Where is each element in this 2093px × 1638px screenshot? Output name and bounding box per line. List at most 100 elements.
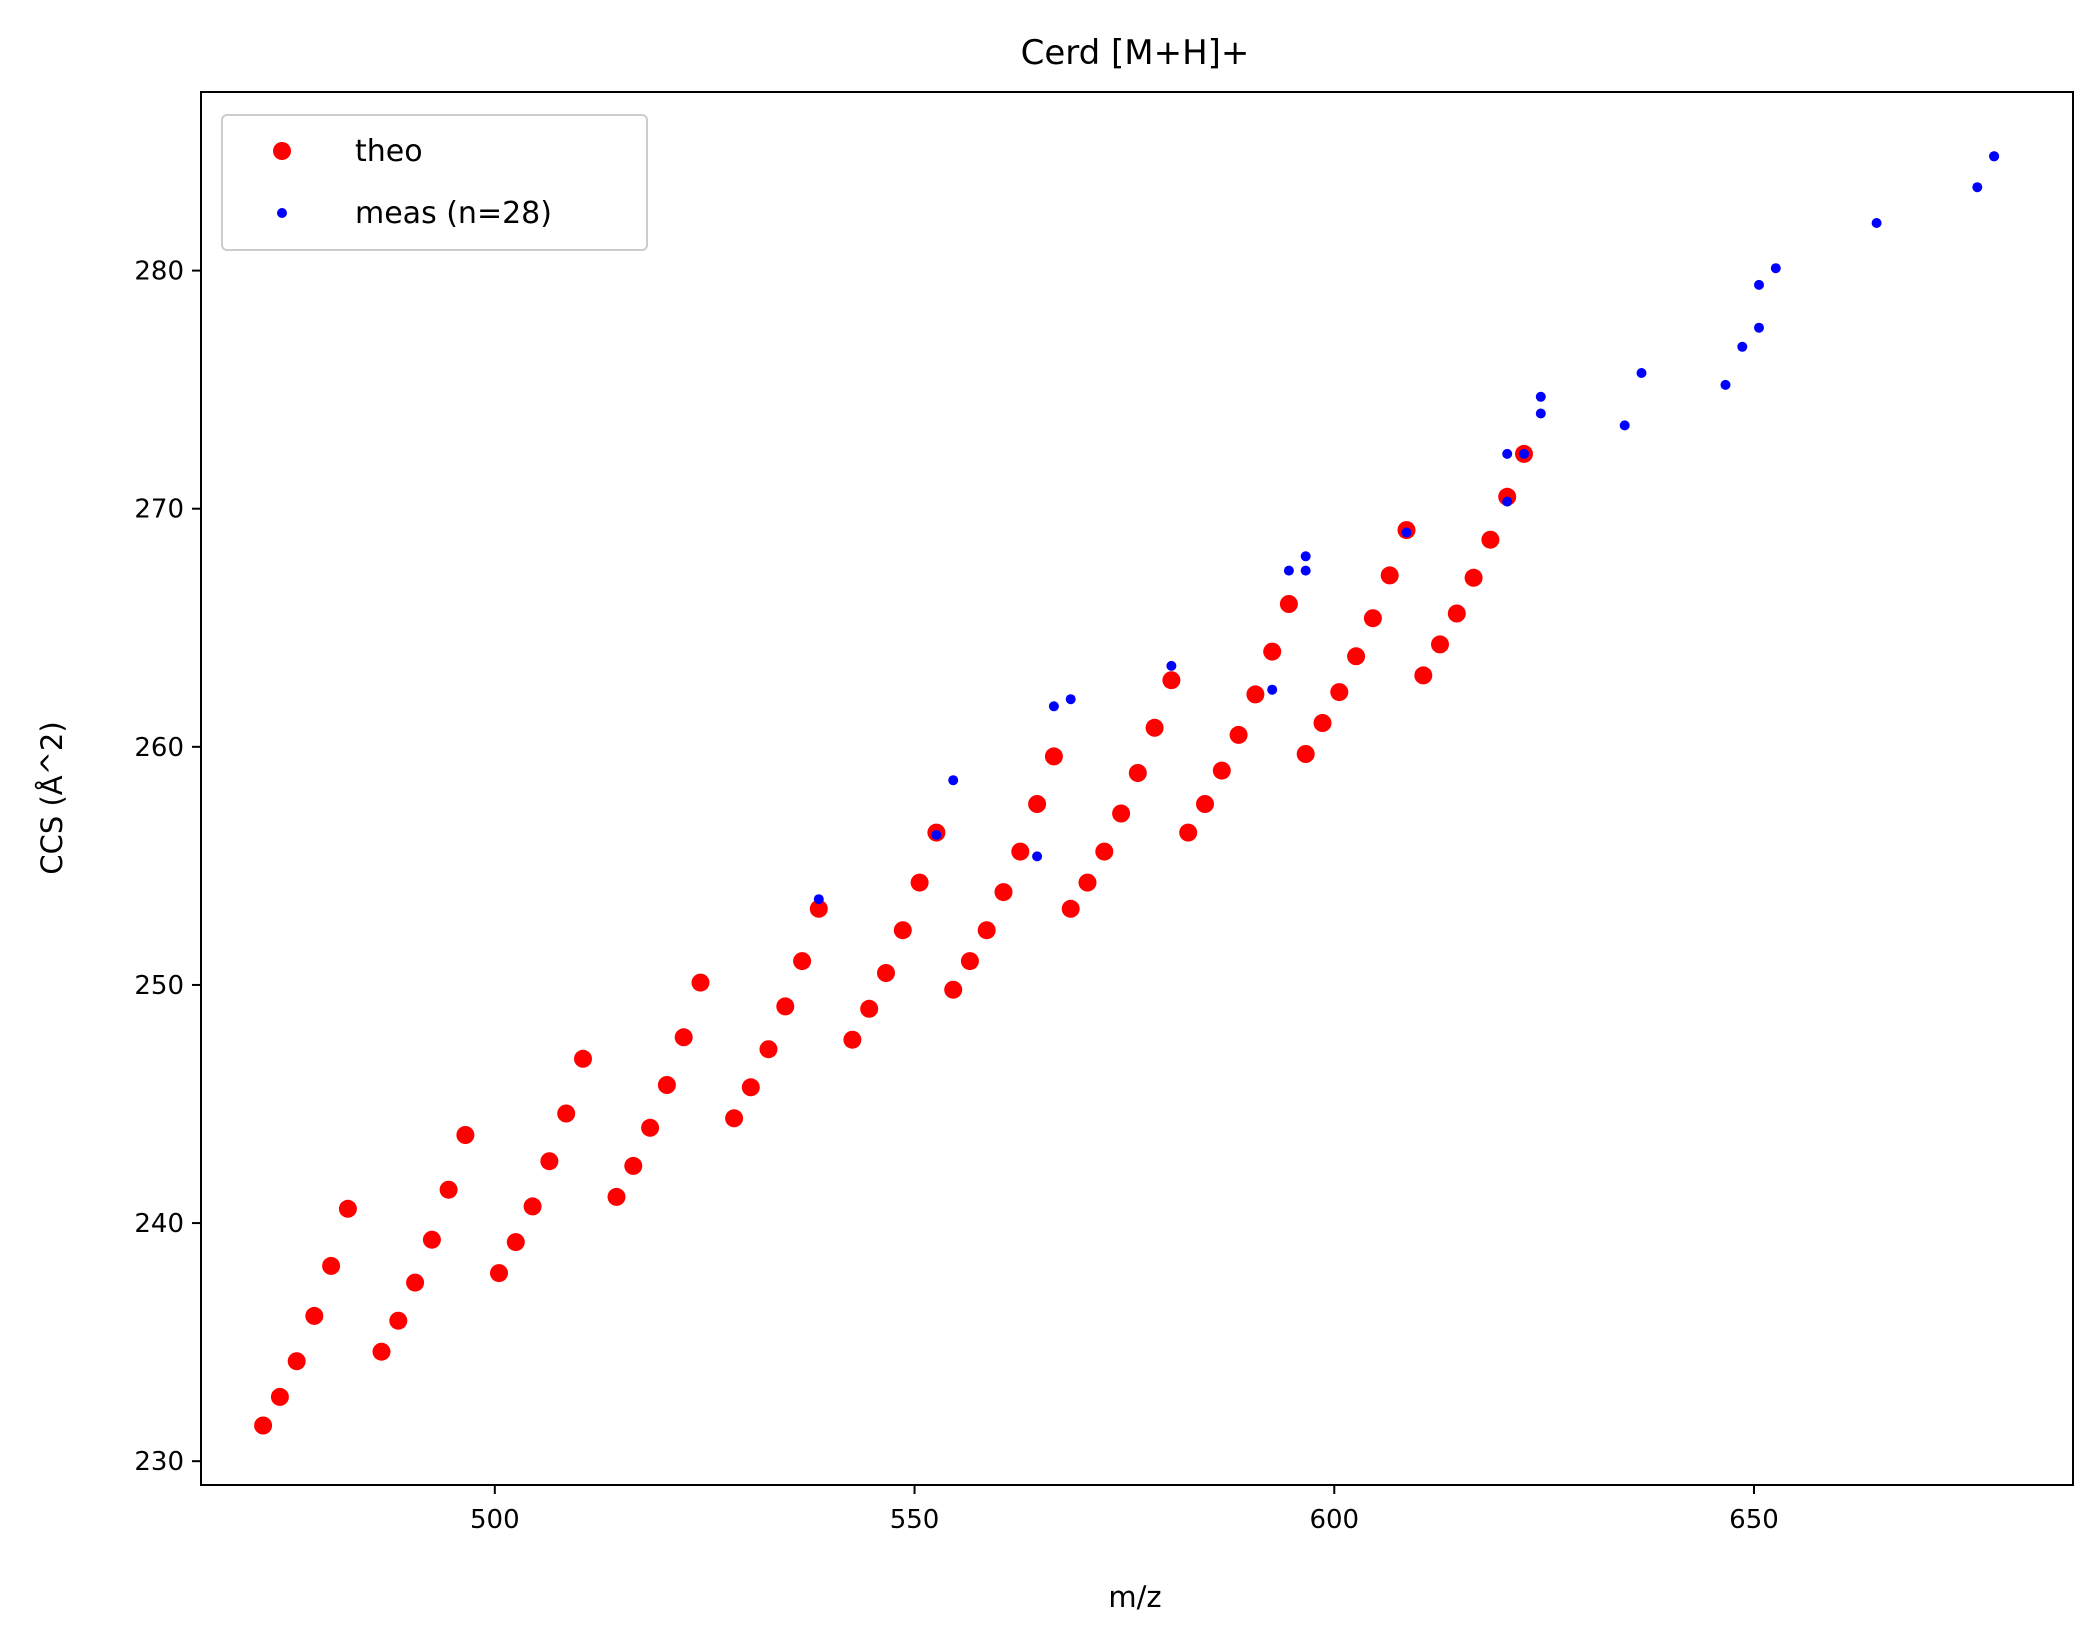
chart-title: Cerd [M+H]+ [1021, 33, 1250, 73]
meas-point [1048, 701, 1059, 712]
meas-point [1502, 448, 1513, 459]
axes-frame [200, 91, 2074, 1486]
theo-point [1095, 842, 1114, 861]
theo-point [641, 1118, 660, 1137]
meas-point [1737, 341, 1748, 352]
theo-point [305, 1306, 324, 1325]
theo-point [1078, 873, 1097, 892]
theo-point [456, 1126, 475, 1144]
meas-point [948, 775, 959, 786]
meas-point [1636, 368, 1647, 378]
theo-point [1380, 566, 1399, 585]
theo-point [1363, 609, 1382, 628]
meas-point [1535, 408, 1546, 419]
x-tick-label: 650 [1729, 1505, 1779, 1535]
theo-point [1279, 595, 1298, 613]
meas-point [813, 894, 824, 905]
meas-point [1754, 279, 1764, 290]
meas-point [1283, 565, 1294, 576]
theo-point [1011, 842, 1030, 861]
theo-point [944, 980, 963, 999]
x-tick-label: 550 [890, 1505, 940, 1535]
theo-point [1162, 671, 1181, 690]
y-tick-label: 240 [134, 1209, 184, 1239]
theo-point [270, 1387, 289, 1406]
theo-point [960, 952, 979, 971]
theo-point [977, 921, 996, 940]
y-tick-label: 250 [134, 971, 184, 1001]
meas-point [1619, 420, 1630, 431]
theo-point [793, 952, 812, 971]
legend-box [221, 114, 648, 251]
theo-point [1112, 804, 1131, 823]
axes: 500 550 600 650 230 240 250 260 270 280 [134, 91, 2074, 1535]
theo-point [1481, 530, 1500, 549]
x-tick-label: 600 [1309, 1505, 1359, 1535]
theo-point [1145, 718, 1164, 737]
x-axis-label: m/z [1108, 1580, 1161, 1614]
theo-point [624, 1156, 643, 1175]
theo-point [322, 1256, 341, 1275]
theo-point [776, 997, 795, 1016]
theo-point [1212, 761, 1231, 780]
y-tick-label: 260 [134, 733, 184, 763]
theo-point [287, 1352, 306, 1371]
theo-point [674, 1028, 693, 1047]
theo-point [1431, 635, 1449, 654]
theo-point [406, 1273, 425, 1292]
meas-point [1502, 496, 1513, 507]
theo-point [1028, 795, 1047, 813]
theo-point [1196, 795, 1214, 813]
theo-point [1128, 764, 1147, 782]
meas-point [1032, 851, 1043, 862]
meas-point [1972, 182, 1983, 193]
meas-point [1300, 565, 1311, 576]
theo-point [1229, 725, 1248, 744]
meas-point [1754, 322, 1764, 333]
legend: theo meas (n=28) [221, 114, 648, 251]
theo-point [372, 1342, 391, 1361]
series-meas [813, 151, 2000, 905]
theo-point [877, 964, 895, 982]
theo-point [1414, 666, 1433, 685]
meas-point [1401, 527, 1412, 538]
legend-marker-meas [277, 208, 287, 218]
theo-point [574, 1049, 592, 1068]
meas-point [1989, 151, 2000, 162]
theo-point [540, 1152, 559, 1171]
theo-point [1313, 714, 1332, 732]
theo-point [759, 1040, 778, 1059]
theo-point [893, 921, 912, 940]
theo-point [1330, 683, 1349, 702]
theo-point [910, 873, 929, 892]
meas-point [1519, 448, 1529, 459]
meas-point [1535, 391, 1546, 402]
legend-marker-theo [273, 142, 291, 160]
theo-point [843, 1030, 862, 1049]
y-tick-label: 270 [134, 495, 184, 525]
theo-point [994, 883, 1013, 902]
theo-point [657, 1076, 676, 1094]
meas-point [931, 829, 942, 840]
plot-area [254, 151, 2000, 1435]
theo-point [254, 1416, 273, 1435]
legend-label-theo: theo [355, 134, 423, 169]
theo-point [1179, 823, 1198, 842]
meas-point [1720, 379, 1731, 390]
theo-point [338, 1199, 357, 1218]
meas-point [1065, 694, 1076, 705]
theo-point [1246, 685, 1265, 704]
theo-point [506, 1233, 525, 1252]
theo-point [1447, 604, 1466, 623]
meas-point [1871, 218, 1882, 228]
theo-point [1061, 899, 1080, 918]
theo-point [439, 1180, 458, 1199]
meas-point [1300, 551, 1311, 562]
theo-point [741, 1078, 760, 1097]
meas-point [1166, 660, 1177, 671]
theo-point [422, 1230, 441, 1249]
theo-point [1347, 647, 1366, 666]
